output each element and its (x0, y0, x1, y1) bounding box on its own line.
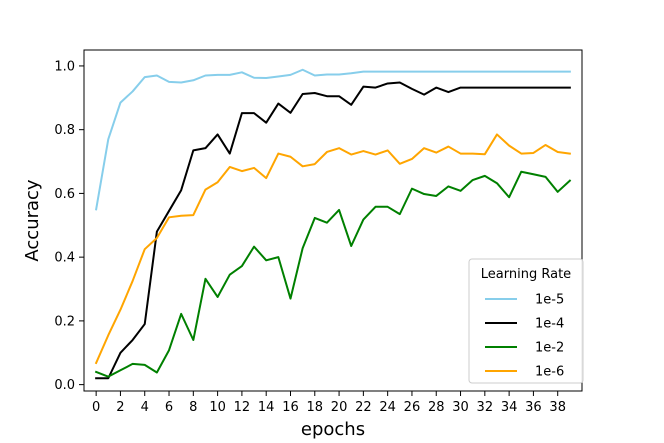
legend-label: 1e-2 (535, 341, 564, 356)
x-tick-label: 10 (209, 400, 226, 415)
plot-frame (83, 49, 583, 392)
x-tick-label: 2 (116, 400, 124, 415)
series-layer (94, 68, 572, 380)
y-tick-label: 0.8 (54, 123, 75, 138)
x-tick-label: 8 (189, 400, 197, 415)
x-tick-label: 22 (355, 400, 372, 415)
series-line-1e-6 (94, 133, 571, 365)
series-line-1e-4 (95, 81, 571, 380)
y-tick-label: 1.0 (54, 59, 75, 74)
x-tick-label: 30 (452, 400, 469, 415)
x-tick-label: 12 (234, 400, 251, 415)
x-tick-label: 6 (165, 400, 173, 415)
x-tick-label: 36 (525, 400, 542, 415)
x-axis-ticks: 0 2 4 6 8 10 12 14 16 18 20 22 24 26 28 30 32 34 36 38 (92, 391, 566, 415)
legend-label: 1e-4 (535, 317, 564, 332)
legend-label: 1e-5 (535, 293, 564, 308)
x-axis-label: epochs (301, 419, 365, 440)
series-line-1e-5 (94, 68, 571, 211)
legend: Learning Rate 1e-5 1e-4 1e-2 1e-6 (468, 258, 584, 384)
y-axis-label: Accuracy (22, 179, 43, 262)
y-axis-ticks: 0.0 0.2 0.4 0.6 0.8 1.0 (54, 59, 84, 393)
x-tick-label: 4 (141, 400, 149, 415)
x-tick-label: 28 (428, 400, 445, 415)
legend-box (468, 258, 584, 384)
x-tick-label: 38 (549, 400, 566, 415)
x-tick-label: 18 (307, 400, 324, 415)
legend-title: Learning Rate (481, 267, 571, 282)
y-tick-label: 0.2 (54, 314, 75, 329)
x-tick-label: 32 (477, 400, 494, 415)
x-tick-label: 14 (258, 400, 275, 415)
x-tick-label: 34 (501, 400, 518, 415)
x-tick-label: 0 (92, 400, 100, 415)
y-tick-label: 0.4 (54, 251, 75, 266)
x-tick-label: 20 (331, 400, 348, 415)
x-tick-label: 26 (404, 400, 421, 415)
y-tick-label: 0.0 (54, 378, 75, 393)
x-tick-label: 24 (379, 400, 396, 415)
series-line-1e-2 (94, 170, 572, 378)
y-tick-label: 0.6 (54, 187, 75, 202)
legend-items: 1e-5 1e-4 1e-2 1e-6 (485, 293, 564, 380)
x-tick-label: 16 (282, 400, 299, 415)
legend-label: 1e-6 (535, 365, 564, 380)
